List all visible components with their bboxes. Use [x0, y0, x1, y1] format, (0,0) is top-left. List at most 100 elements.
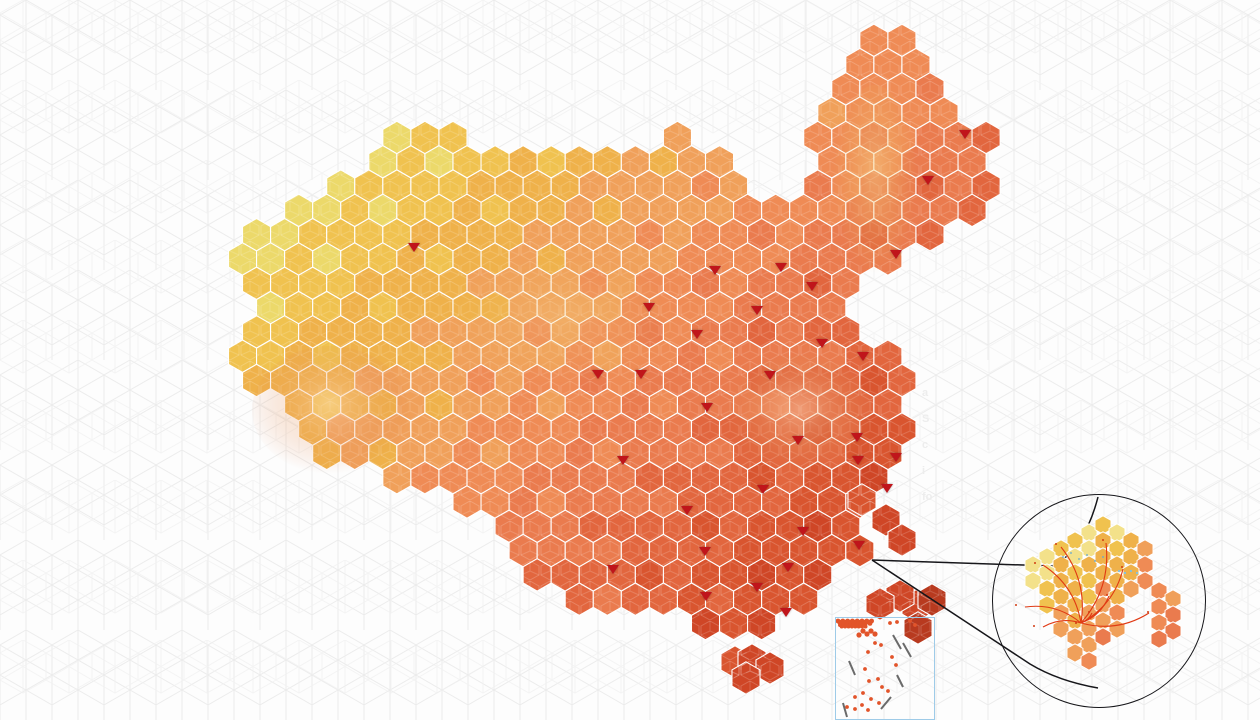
city-label-zhengzhou[interactable]	[764, 371, 776, 380]
city-label-hefei[interactable]	[792, 436, 804, 445]
river-dot	[1102, 556, 1104, 558]
hex-facet	[705, 437, 734, 470]
city-label-kunming[interactable]	[607, 565, 619, 574]
city-label-su-zhou[interactable]	[852, 456, 864, 465]
hex-facet	[845, 48, 874, 81]
hex-facet	[537, 485, 566, 519]
hex-facet	[789, 194, 818, 227]
hex-facet	[523, 169, 552, 203]
hex-facet	[242, 315, 271, 349]
city-label-chongqing[interactable]	[681, 506, 693, 515]
island-dot	[872, 631, 878, 637]
hex-facet	[691, 461, 720, 494]
watermark-letter: i	[922, 465, 925, 477]
hex-facet	[579, 461, 608, 494]
boundary-dash	[880, 696, 892, 710]
city-marker-icon	[764, 371, 776, 380]
city-label-yinchuan[interactable]	[643, 303, 655, 312]
flow-line	[1024, 605, 1082, 624]
city-marker-icon	[775, 263, 787, 272]
city-label-chengdu[interactable]	[617, 456, 629, 465]
city-label-changchun[interactable]	[922, 176, 934, 185]
hex-facet	[593, 194, 622, 227]
fujian-hex-cell	[1038, 595, 1056, 615]
city-label-xiamen[interactable]	[853, 541, 865, 550]
hex-facet	[551, 412, 580, 446]
hex-facet	[607, 510, 636, 543]
hex-facet	[691, 558, 720, 592]
city-label-shanghai[interactable]	[890, 453, 902, 462]
hex-facet	[368, 145, 397, 178]
hex-facet	[396, 291, 425, 324]
island-dot	[861, 691, 865, 695]
fujian-hex-cell	[1108, 619, 1126, 639]
hex-facet	[691, 412, 720, 446]
fujian-detail-inset[interactable]	[992, 494, 1206, 708]
hex-facet	[663, 169, 692, 203]
hex-facet	[509, 485, 538, 519]
hex-facet	[565, 145, 594, 178]
hex-facet	[621, 145, 650, 178]
hex-facet	[340, 242, 369, 276]
city-label-jinan[interactable]	[816, 339, 828, 348]
hex-facet	[382, 461, 411, 494]
city-marker-icon	[700, 592, 712, 601]
city-label-haerbin[interactable]	[959, 130, 971, 139]
city-marker-icon	[607, 565, 619, 574]
hex-facet	[298, 218, 327, 251]
city-label-xian[interactable]	[701, 403, 713, 412]
hex-facet	[579, 412, 608, 446]
hex-facet	[747, 315, 776, 349]
city-label-beijing[interactable]	[775, 263, 787, 272]
city-label-lanzhou[interactable]	[635, 370, 647, 379]
hex-facet	[719, 315, 748, 349]
city-label-wulumuqi[interactable]	[408, 243, 420, 252]
hex-facet	[621, 194, 650, 227]
river-dot	[1086, 554, 1088, 556]
city-label-hong-kong[interactable]	[780, 608, 792, 617]
hex-facet	[789, 291, 818, 324]
city-label-nanjing[interactable]	[851, 433, 863, 442]
hex-facet	[733, 485, 762, 519]
city-label-wuhan[interactable]	[757, 485, 769, 494]
hex-facet	[747, 267, 776, 300]
hex-facet	[663, 121, 692, 154]
hex-facet	[551, 510, 580, 543]
hex-facet	[424, 242, 453, 276]
hex-facet	[621, 583, 650, 616]
island-dot	[908, 619, 912, 623]
island-dot	[867, 679, 871, 683]
city-label-shenyang[interactable]	[890, 250, 902, 259]
city-label-xining[interactable]	[592, 370, 604, 379]
island-dot	[880, 685, 884, 689]
hex-facet	[691, 315, 720, 349]
island-dot	[913, 623, 917, 627]
city-label-qingdao[interactable]	[857, 352, 869, 361]
hex-facet	[691, 169, 720, 203]
hex-facet	[523, 412, 552, 446]
boundary-dash	[848, 660, 856, 676]
city-label-shijiazhuang[interactable]	[751, 306, 763, 315]
hex-facet	[284, 242, 313, 276]
city-label-taiyuan[interactable]	[691, 330, 703, 339]
city-label-guangzhou[interactable]	[782, 563, 794, 572]
city-label-huhehaote[interactable]	[709, 266, 721, 275]
hex-facet	[719, 267, 748, 300]
boundary-dash	[902, 642, 912, 658]
city-label-nanchang[interactable]	[797, 527, 809, 536]
hex-facet	[607, 218, 636, 251]
hex-facet	[452, 194, 482, 227]
city-label-nanning[interactable]	[700, 592, 712, 601]
hex-facet	[593, 388, 622, 421]
hex-facet	[467, 461, 496, 494]
city-label-tianjin[interactable]	[806, 282, 818, 291]
city-label-gui-yang[interactable]	[699, 547, 711, 556]
fujian-city-dot	[1015, 604, 1017, 606]
city-label-shen-zhen[interactable]	[751, 583, 763, 592]
hex-facet	[915, 121, 945, 154]
city-label-hangzhou[interactable]	[881, 484, 893, 493]
hex-facet	[481, 388, 510, 421]
fujian-city-dot	[1106, 594, 1108, 596]
